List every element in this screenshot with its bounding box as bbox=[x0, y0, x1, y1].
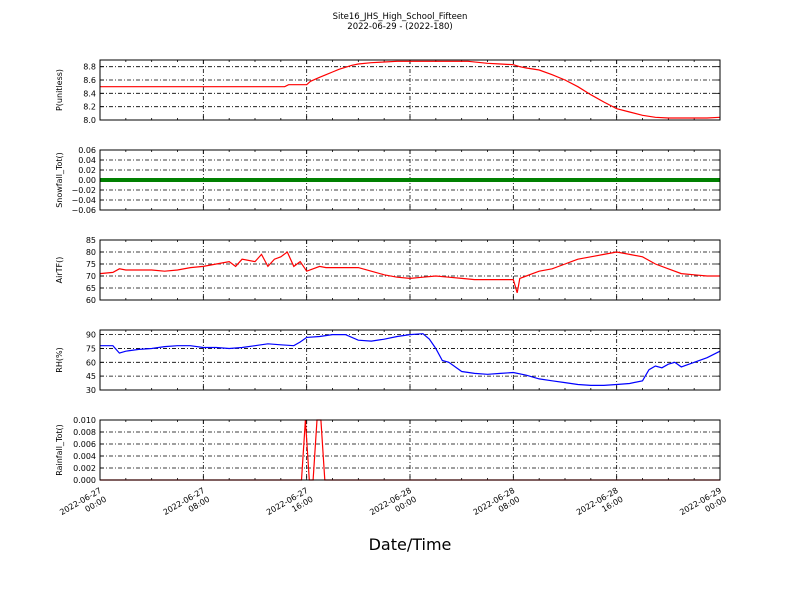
chart-subtitle: 2022-06-29 - (2022-180) bbox=[347, 22, 452, 32]
y-tick-label: 80 bbox=[86, 248, 96, 257]
axes-frame bbox=[99, 329, 721, 391]
y-tick-label: 60 bbox=[86, 296, 96, 305]
panel-5: 0.000 0.002 0.004 0.006 0.008 0.010 Rainfall_T… bbox=[55, 416, 721, 485]
y-tick-label: 0.04 bbox=[78, 156, 96, 165]
y-axis-label: Snowfall_Tot() bbox=[55, 152, 64, 208]
y-tick-label: 0.06 bbox=[78, 146, 96, 155]
y-tick-label: 90 bbox=[86, 331, 96, 340]
y-axis-label: RH(%) bbox=[55, 347, 64, 372]
y-tick-label: 30 bbox=[86, 386, 96, 395]
y-tick-label: 8.2 bbox=[83, 103, 96, 112]
y-tick-label: 60 bbox=[86, 358, 96, 367]
x-axis-label: Date/Time bbox=[369, 535, 452, 554]
y-tick-label: 0.004 bbox=[73, 452, 96, 461]
x-tick-label: 2022-06-2900:00 bbox=[678, 486, 728, 526]
axes-frame bbox=[99, 419, 721, 481]
y-tick-label: 0.00 bbox=[78, 176, 96, 185]
y-axis-label: Rainfall_Tot() bbox=[55, 424, 64, 476]
panel-2: −0.06−0.04−0.020.000.020.040.06 Snowfall_… bbox=[55, 146, 721, 215]
x-tick-label: 2022-06-2716:00 bbox=[265, 486, 315, 526]
y-tick-label: 8.0 bbox=[83, 116, 96, 125]
y-tick-label: 8.6 bbox=[83, 76, 96, 85]
y-tick-label: 65 bbox=[86, 284, 96, 293]
y-tick-label: 75 bbox=[86, 260, 96, 269]
x-tick-label: 2022-06-2700:00 bbox=[58, 486, 108, 526]
y-tick-label: 70 bbox=[86, 272, 96, 281]
y-tick-label: 0.02 bbox=[78, 166, 96, 175]
axes-frame bbox=[99, 239, 721, 301]
y-tick-label: 0.002 bbox=[73, 464, 96, 473]
y-tick-label: 85 bbox=[86, 236, 96, 245]
y-tick-label: −0.02 bbox=[71, 186, 96, 195]
y-tick-label: 45 bbox=[86, 372, 96, 381]
x-tick-labels: 2022-06-2700:00 2022-06-2708:00 2022-06-27… bbox=[58, 486, 728, 526]
y-axis-label: P(unitless) bbox=[55, 69, 64, 111]
axes-frame bbox=[99, 149, 721, 211]
y-tick-label: −0.04 bbox=[71, 196, 96, 205]
y-tick-label: 0.000 bbox=[73, 476, 96, 485]
x-tick-label: 2022-06-2816:00 bbox=[575, 486, 625, 526]
x-tick-label: 2022-06-2708:00 bbox=[162, 486, 212, 526]
y-tick-label: 0.006 bbox=[73, 440, 96, 449]
y-tick-label: 8.8 bbox=[83, 63, 96, 72]
panel-3: 60 65 70 75 80 85 AirTF() bbox=[55, 236, 721, 305]
y-tick-label: 75 bbox=[86, 344, 96, 353]
series-line bbox=[99, 251, 720, 293]
x-tick-label: 2022-06-2800:00 bbox=[368, 486, 418, 526]
y-tick-label: 8.4 bbox=[83, 89, 96, 98]
series-line bbox=[100, 60, 721, 119]
chart-title: Site16_JHS_High_School_Fifteen bbox=[333, 12, 468, 22]
y-tick-label: −0.06 bbox=[71, 206, 96, 215]
axes-frame bbox=[99, 59, 721, 121]
series-line bbox=[100, 333, 721, 386]
y-tick-label: 0.008 bbox=[73, 428, 96, 437]
y-axis-label: AirTF() bbox=[55, 257, 64, 284]
x-tick-label: 2022-06-2808:00 bbox=[472, 486, 522, 526]
y-tick-label: 0.010 bbox=[73, 416, 96, 425]
panel-1: 8.0 8.2 8.4 8.6 8.8 P(unitless) bbox=[55, 59, 721, 125]
plot-panels: 8.0 8.2 8.4 8.6 8.8 P(unitless) −0.06−0.04−0.0… bbox=[55, 59, 721, 485]
panel-4: 30 45 60 75 90 RH(%) bbox=[55, 329, 721, 395]
